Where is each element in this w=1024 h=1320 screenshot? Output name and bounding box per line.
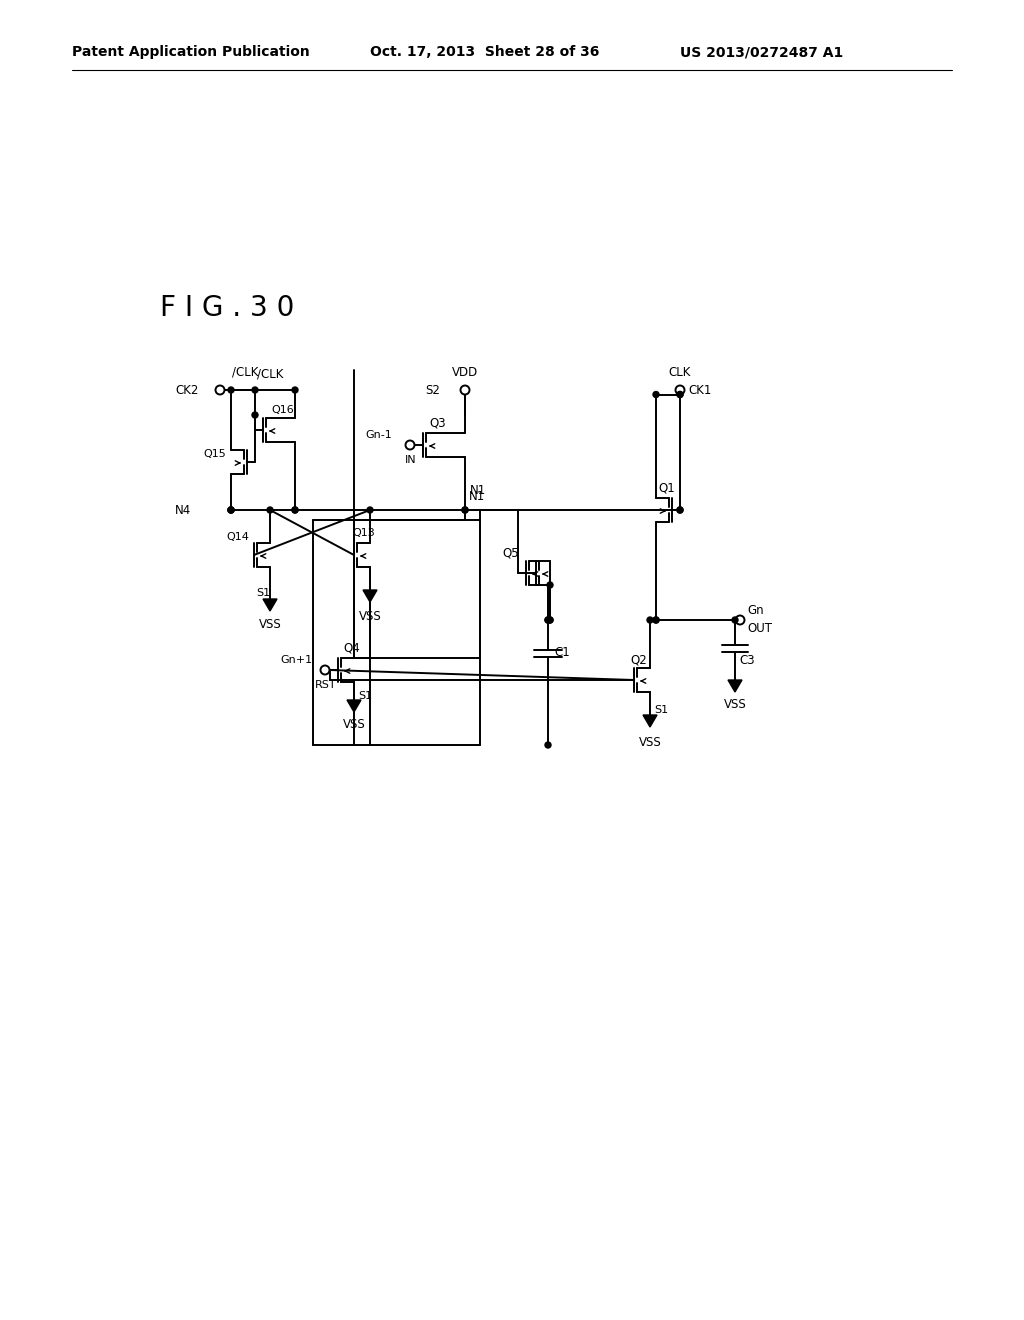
Text: Q15: Q15 <box>203 449 225 459</box>
Text: Q14: Q14 <box>226 532 249 543</box>
Text: Q1: Q1 <box>658 482 675 495</box>
Circle shape <box>677 392 683 397</box>
Circle shape <box>545 616 551 623</box>
Circle shape <box>228 507 234 513</box>
Circle shape <box>292 387 298 393</box>
Circle shape <box>367 507 373 513</box>
Circle shape <box>545 616 551 623</box>
Text: Q2: Q2 <box>630 653 647 667</box>
Circle shape <box>462 507 468 513</box>
Polygon shape <box>362 590 377 602</box>
Polygon shape <box>728 680 742 692</box>
Circle shape <box>653 392 659 397</box>
Text: F I G . 3 0: F I G . 3 0 <box>160 294 294 322</box>
Circle shape <box>677 507 683 513</box>
Text: Gn+1: Gn+1 <box>280 655 312 665</box>
Circle shape <box>406 441 415 450</box>
Circle shape <box>267 507 273 513</box>
Circle shape <box>647 616 653 623</box>
Text: Q16: Q16 <box>271 405 294 414</box>
Text: US 2013/0272487 A1: US 2013/0272487 A1 <box>680 45 843 59</box>
Text: VSS: VSS <box>259 619 282 631</box>
Circle shape <box>292 507 298 513</box>
Text: CLK: CLK <box>669 366 691 379</box>
Text: RST: RST <box>315 680 337 690</box>
Text: Patent Application Publication: Patent Application Publication <box>72 45 309 59</box>
Text: N4: N4 <box>175 503 191 516</box>
Circle shape <box>228 507 234 513</box>
Circle shape <box>292 507 298 513</box>
Text: Oct. 17, 2013  Sheet 28 of 36: Oct. 17, 2013 Sheet 28 of 36 <box>370 45 599 59</box>
Text: VSS: VSS <box>724 698 746 711</box>
Circle shape <box>461 385 469 395</box>
Circle shape <box>252 387 258 393</box>
Polygon shape <box>347 700 361 711</box>
Text: Q13: Q13 <box>352 528 375 539</box>
Text: Q4: Q4 <box>343 642 359 655</box>
Text: /CLK: /CLK <box>231 366 258 379</box>
Text: S2: S2 <box>425 384 440 396</box>
Circle shape <box>677 392 683 397</box>
Text: Gn-1: Gn-1 <box>365 430 392 440</box>
Text: CK1: CK1 <box>688 384 712 396</box>
Circle shape <box>677 507 683 513</box>
Circle shape <box>732 616 738 623</box>
Circle shape <box>462 507 468 513</box>
Text: VSS: VSS <box>358 610 381 623</box>
Text: S1: S1 <box>358 690 372 701</box>
Circle shape <box>321 665 330 675</box>
Circle shape <box>547 616 553 623</box>
Text: C3: C3 <box>739 653 755 667</box>
Text: Gn: Gn <box>746 605 764 618</box>
Text: VDD: VDD <box>452 366 478 379</box>
Circle shape <box>653 616 659 623</box>
Circle shape <box>676 385 684 395</box>
Circle shape <box>735 615 744 624</box>
Text: C1: C1 <box>554 647 569 660</box>
Circle shape <box>547 582 553 587</box>
Text: N1: N1 <box>469 490 485 503</box>
Circle shape <box>228 507 234 513</box>
Circle shape <box>228 387 234 393</box>
Text: VSS: VSS <box>639 735 662 748</box>
Circle shape <box>653 616 659 623</box>
Text: Q5: Q5 <box>502 546 518 560</box>
Circle shape <box>545 742 551 748</box>
Polygon shape <box>263 599 278 611</box>
Polygon shape <box>643 715 657 727</box>
Circle shape <box>215 385 224 395</box>
Text: VSS: VSS <box>343 718 366 730</box>
Text: /CLK: /CLK <box>257 367 284 380</box>
Text: S1: S1 <box>654 705 668 715</box>
Circle shape <box>547 616 553 623</box>
Text: OUT: OUT <box>746 623 772 635</box>
Text: Q3: Q3 <box>429 417 445 429</box>
Text: IN: IN <box>406 455 417 465</box>
Text: CK2: CK2 <box>175 384 199 396</box>
Text: N1: N1 <box>470 483 486 496</box>
Text: S1: S1 <box>256 587 270 598</box>
Circle shape <box>252 412 258 418</box>
